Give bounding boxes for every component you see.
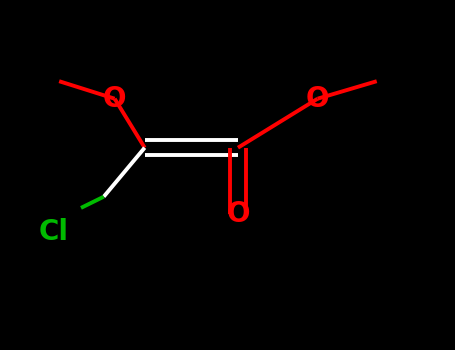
Text: O: O — [306, 85, 329, 113]
Text: Cl: Cl — [39, 218, 69, 246]
Text: O: O — [226, 199, 250, 228]
Text: O: O — [103, 85, 126, 113]
